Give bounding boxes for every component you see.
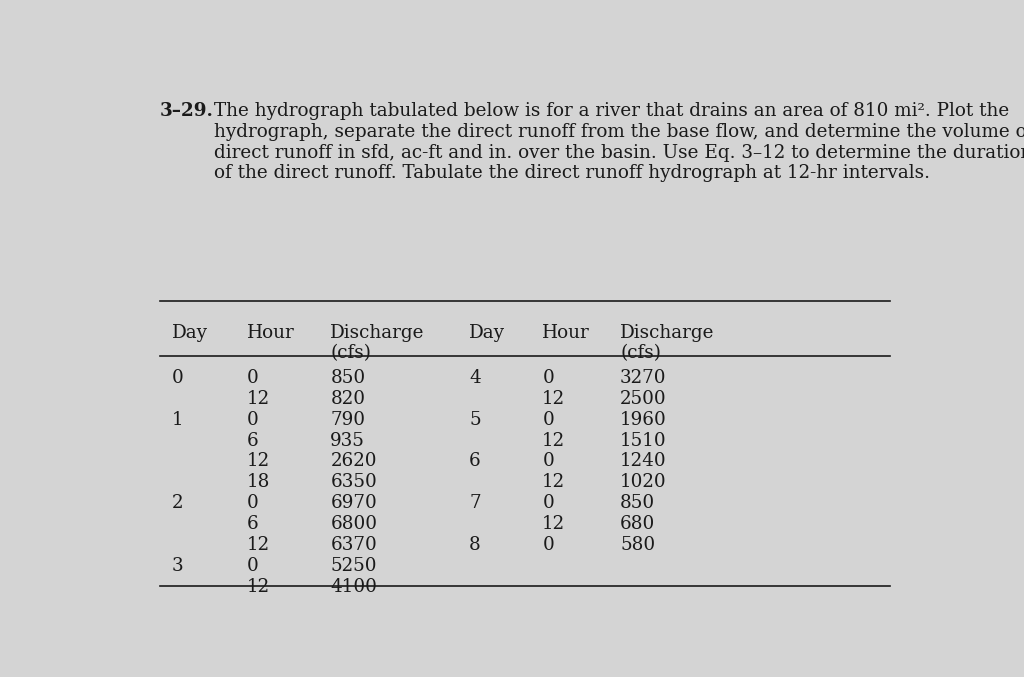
Text: 6350: 6350	[331, 473, 377, 492]
Text: Discharge
(cfs): Discharge (cfs)	[331, 324, 425, 362]
Text: 8: 8	[469, 536, 481, 554]
Text: 0: 0	[247, 494, 259, 512]
Text: 1: 1	[172, 411, 183, 429]
Text: 18: 18	[247, 473, 270, 492]
Text: 2: 2	[172, 494, 183, 512]
Text: 6800: 6800	[331, 515, 378, 533]
Text: 0: 0	[172, 369, 183, 387]
Text: 680: 680	[620, 515, 655, 533]
Text: 6: 6	[247, 431, 259, 450]
Text: Hour: Hour	[543, 324, 590, 342]
Text: 5: 5	[469, 411, 481, 429]
Text: 12: 12	[247, 536, 270, 554]
Text: 0: 0	[543, 411, 554, 429]
Text: 0: 0	[543, 452, 554, 471]
Text: Day: Day	[172, 324, 208, 342]
Text: Hour: Hour	[247, 324, 295, 342]
Text: 790: 790	[331, 411, 366, 429]
Text: Discharge
(cfs): Discharge (cfs)	[620, 324, 715, 362]
Text: 1510: 1510	[620, 431, 667, 450]
Text: 5250: 5250	[331, 556, 377, 575]
Text: 0: 0	[247, 369, 259, 387]
Text: 1960: 1960	[620, 411, 667, 429]
Text: The hydrograph tabulated below is for a river that drains an area of 810 mi². Pl: The hydrograph tabulated below is for a …	[214, 102, 1024, 183]
Text: 12: 12	[543, 473, 565, 492]
Text: 12: 12	[543, 431, 565, 450]
Text: 0: 0	[543, 369, 554, 387]
Text: 4100: 4100	[331, 577, 377, 596]
Text: 4: 4	[469, 369, 481, 387]
Text: 12: 12	[543, 390, 565, 408]
Text: 820: 820	[331, 390, 366, 408]
Text: 6: 6	[247, 515, 259, 533]
Text: 0: 0	[543, 494, 554, 512]
Text: 850: 850	[331, 369, 366, 387]
Text: 3–29.: 3–29.	[160, 102, 214, 120]
Text: 12: 12	[543, 515, 565, 533]
Text: 6: 6	[469, 452, 481, 471]
Text: 3: 3	[172, 556, 183, 575]
Text: 6970: 6970	[331, 494, 377, 512]
Text: 0: 0	[543, 536, 554, 554]
Text: 935: 935	[331, 431, 366, 450]
Text: 6370: 6370	[331, 536, 377, 554]
Text: Day: Day	[469, 324, 505, 342]
Text: 2620: 2620	[331, 452, 377, 471]
Text: 0: 0	[247, 556, 259, 575]
Text: 12: 12	[247, 577, 270, 596]
Text: 12: 12	[247, 390, 270, 408]
Text: 12: 12	[247, 452, 270, 471]
Text: 1240: 1240	[620, 452, 667, 471]
Text: 580: 580	[620, 536, 655, 554]
Text: 0: 0	[247, 411, 259, 429]
Text: 2500: 2500	[620, 390, 667, 408]
Text: 7: 7	[469, 494, 481, 512]
Text: 1020: 1020	[620, 473, 667, 492]
Text: 3270: 3270	[620, 369, 667, 387]
Text: 850: 850	[620, 494, 655, 512]
